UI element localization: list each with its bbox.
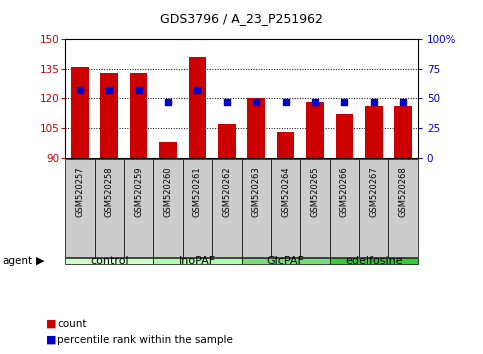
Text: GSM520258: GSM520258 bbox=[105, 166, 114, 217]
Bar bbox=[271, 159, 300, 257]
Text: GSM520267: GSM520267 bbox=[369, 166, 378, 217]
Bar bbox=[183, 159, 212, 257]
Bar bbox=[95, 159, 124, 257]
Bar bbox=[329, 258, 418, 264]
Bar bbox=[218, 124, 236, 158]
Text: GDS3796 / A_23_P251962: GDS3796 / A_23_P251962 bbox=[160, 12, 323, 25]
Text: GSM520263: GSM520263 bbox=[252, 166, 261, 217]
Text: count: count bbox=[57, 319, 86, 329]
Bar bbox=[242, 159, 271, 257]
Bar bbox=[65, 159, 95, 257]
Point bbox=[341, 99, 348, 105]
Text: GSM520257: GSM520257 bbox=[75, 166, 85, 217]
Bar bbox=[336, 114, 353, 158]
Text: GSM520262: GSM520262 bbox=[222, 166, 231, 217]
Point bbox=[399, 99, 407, 105]
Text: GlcPAF: GlcPAF bbox=[267, 256, 304, 266]
Bar bbox=[394, 106, 412, 158]
Bar bbox=[100, 73, 118, 158]
Text: ■: ■ bbox=[46, 335, 57, 345]
Text: GSM520259: GSM520259 bbox=[134, 166, 143, 217]
Bar bbox=[212, 159, 242, 257]
Point bbox=[105, 87, 113, 93]
Bar bbox=[247, 98, 265, 158]
Text: GSM520261: GSM520261 bbox=[193, 166, 202, 217]
Point bbox=[194, 87, 201, 93]
Bar bbox=[124, 159, 154, 257]
Point bbox=[252, 99, 260, 105]
Bar bbox=[189, 57, 206, 158]
Text: GSM520260: GSM520260 bbox=[164, 166, 172, 217]
Bar bbox=[388, 159, 418, 257]
Bar bbox=[306, 102, 324, 158]
Text: control: control bbox=[90, 256, 128, 266]
Bar bbox=[365, 106, 383, 158]
Bar bbox=[159, 142, 177, 158]
Point bbox=[223, 99, 231, 105]
Text: GSM520268: GSM520268 bbox=[398, 166, 408, 217]
Point bbox=[164, 99, 172, 105]
Text: agent: agent bbox=[2, 256, 32, 266]
Text: GSM520266: GSM520266 bbox=[340, 166, 349, 217]
Bar bbox=[329, 159, 359, 257]
Point bbox=[370, 99, 378, 105]
Text: InoPAF: InoPAF bbox=[179, 256, 216, 266]
Point bbox=[282, 99, 289, 105]
Point bbox=[311, 99, 319, 105]
Point bbox=[76, 87, 84, 93]
Bar bbox=[71, 67, 89, 158]
Bar bbox=[242, 258, 330, 264]
Bar bbox=[65, 258, 154, 264]
Bar bbox=[154, 258, 242, 264]
Point bbox=[135, 87, 142, 93]
Text: edelfosine: edelfosine bbox=[345, 256, 402, 266]
Bar bbox=[130, 73, 147, 158]
Bar bbox=[277, 132, 295, 158]
Bar bbox=[300, 159, 329, 257]
Text: ▶: ▶ bbox=[36, 256, 44, 266]
Bar bbox=[359, 159, 388, 257]
Text: ■: ■ bbox=[46, 319, 57, 329]
Text: GSM520265: GSM520265 bbox=[311, 166, 319, 217]
Text: percentile rank within the sample: percentile rank within the sample bbox=[57, 335, 233, 345]
Text: GSM520264: GSM520264 bbox=[281, 166, 290, 217]
Bar bbox=[154, 159, 183, 257]
